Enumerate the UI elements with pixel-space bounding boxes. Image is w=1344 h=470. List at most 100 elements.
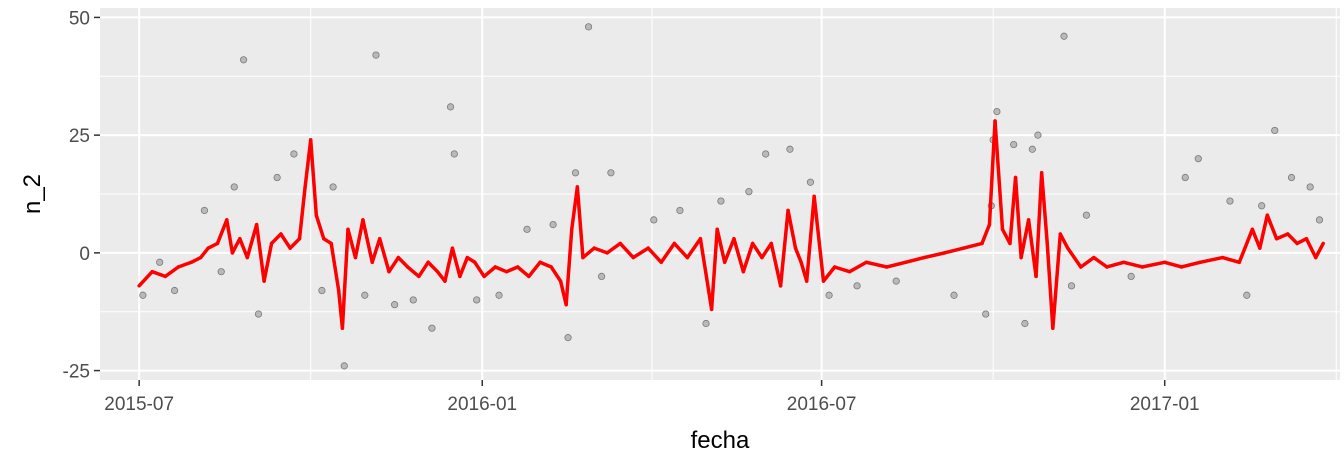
line-segment — [760, 241, 774, 260]
data-point — [409, 296, 417, 304]
data-point — [428, 324, 436, 332]
data-point — [391, 301, 399, 309]
line-segment — [847, 260, 869, 274]
line-segment — [564, 227, 574, 307]
line-segment — [1140, 260, 1167, 269]
grid-major — [100, 8, 1340, 380]
data-point — [200, 206, 209, 215]
line-segment — [732, 236, 746, 274]
data-point — [650, 216, 658, 224]
data-point — [372, 51, 380, 59]
line-segment — [1258, 213, 1270, 250]
data-point — [1226, 197, 1234, 205]
data-point — [853, 282, 861, 290]
line-segment — [1274, 232, 1290, 241]
data-point — [1258, 202, 1266, 210]
data-point — [254, 310, 263, 318]
line-segment — [297, 185, 307, 241]
data-point — [993, 107, 1001, 116]
line-segment — [308, 138, 319, 217]
line-segment — [426, 260, 440, 274]
data-point — [1010, 140, 1018, 149]
data-point — [1194, 155, 1202, 163]
data-point — [318, 286, 326, 295]
line-segment — [176, 260, 194, 269]
line-segment — [1066, 246, 1083, 269]
line-segment — [581, 246, 596, 260]
line-segment — [1237, 227, 1255, 265]
line-segment — [473, 260, 486, 279]
line-segment — [387, 255, 401, 274]
line-segment — [361, 218, 374, 265]
line-segment — [618, 241, 636, 260]
line-segment — [417, 260, 430, 279]
line-segment — [722, 236, 736, 265]
line-segment — [903, 255, 926, 265]
line-segment — [1105, 260, 1126, 269]
data-point — [892, 277, 900, 285]
data-point — [239, 56, 248, 64]
line-segment — [482, 265, 498, 279]
line-segment — [377, 236, 391, 274]
line-segment — [1051, 232, 1063, 330]
line-segment — [793, 246, 803, 265]
data-point — [523, 225, 531, 233]
data-point — [584, 23, 593, 31]
line-segment — [1286, 232, 1299, 246]
line-segment — [1314, 241, 1325, 260]
line-segment — [458, 255, 470, 279]
line-segment — [288, 236, 302, 250]
line-segment — [812, 194, 826, 283]
line-segment — [698, 236, 714, 312]
data-point — [717, 197, 725, 205]
grid-minor — [100, 8, 1340, 380]
line-segment — [741, 241, 755, 274]
x-tick-label: 2016-01 — [447, 394, 517, 415]
line-segment — [527, 260, 542, 279]
line-segment — [961, 241, 984, 250]
y-tick-label: -25 — [63, 362, 90, 383]
data-point — [1287, 173, 1296, 182]
data-point — [156, 258, 164, 266]
data-point — [762, 150, 770, 158]
line-segment — [1250, 227, 1262, 250]
data-point — [1181, 173, 1189, 182]
line-segment — [538, 260, 553, 269]
x-axis-title: fecha — [691, 427, 750, 454]
data-point — [495, 291, 503, 299]
data-point — [564, 334, 572, 342]
line-segment — [450, 246, 462, 279]
line-segment — [709, 227, 719, 312]
data-point — [825, 291, 833, 299]
data-point — [1315, 216, 1324, 224]
line-segment — [832, 265, 852, 274]
line-segment — [804, 194, 816, 283]
line-segment — [215, 218, 229, 246]
x-axis: 2015-07 2016-01 2016-07 2017-01 — [104, 380, 1200, 415]
data-point — [1082, 211, 1091, 219]
data-point — [1028, 145, 1036, 153]
line-segment — [504, 265, 520, 274]
line-segment — [1198, 255, 1225, 265]
line-segment — [340, 227, 350, 330]
y-tick-label: 50 — [69, 8, 90, 29]
trend-line — [137, 119, 1325, 330]
line-segment — [279, 232, 292, 250]
line-segment — [493, 265, 509, 274]
line-segment — [715, 227, 727, 265]
x-tick-label: 2016-07 — [787, 394, 857, 415]
line-segment — [198, 246, 210, 260]
line-segment — [245, 222, 259, 260]
line-segment — [864, 260, 889, 269]
line-segment — [1039, 171, 1049, 246]
data-point — [806, 178, 815, 186]
line-segment — [1079, 255, 1096, 269]
line-segment — [329, 241, 341, 293]
line-segment — [1220, 255, 1242, 265]
line-segment — [646, 246, 664, 265]
data-point — [676, 206, 684, 215]
line-segment — [605, 241, 622, 255]
line-segment — [1058, 232, 1070, 250]
line-segment — [549, 265, 563, 283]
line-segment — [346, 227, 358, 260]
